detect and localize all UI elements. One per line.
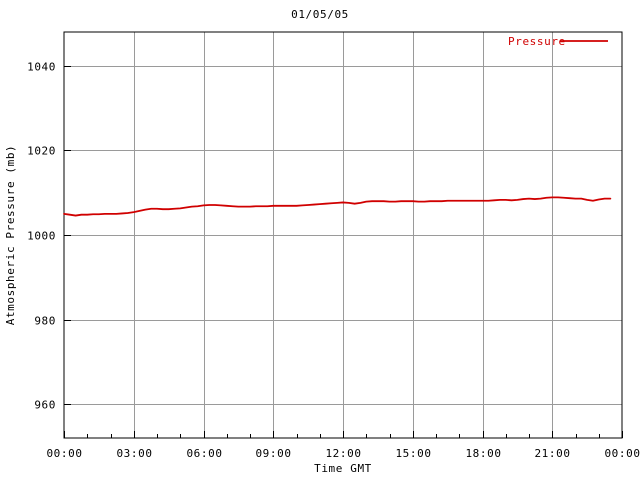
y-tick-label: 1000 (27, 230, 56, 243)
x-tick-label: 18:00 (465, 447, 501, 460)
legend: Pressure (508, 35, 608, 48)
y-tick-label: 980 (34, 315, 56, 328)
y-axis-label: Atmospheric Pressure (mb) (4, 145, 17, 326)
chart-title: 01/05/05 (291, 8, 349, 21)
x-tick-label: 00:00 (604, 447, 640, 460)
y-tick-label: 1040 (27, 61, 56, 74)
x-tick-label: 21:00 (534, 447, 570, 460)
x-tick-label: 00:00 (46, 447, 82, 460)
x-tick-label: 03:00 (116, 447, 152, 460)
ticklabel-layer: 960 980 1000 1020 1040 00:00 03:00 06:00 09:00 12… (27, 61, 640, 461)
series-layer (63, 196, 612, 217)
x-tick-label: 15:00 (395, 447, 431, 460)
x-axis-label: Time GMT (314, 462, 372, 475)
series-line-pressure (63, 196, 612, 217)
x-tick-label: 06:00 (186, 447, 222, 460)
y-tick-label: 960 (34, 399, 56, 412)
x-tick-label: 12:00 (325, 447, 361, 460)
grid-layer (64, 32, 622, 438)
x-tick-label: 09:00 (255, 447, 291, 460)
plot-frame (63, 31, 623, 439)
y-tick-label: 1020 (27, 145, 56, 158)
legend-item-pressure-label: Pressure (508, 35, 566, 48)
